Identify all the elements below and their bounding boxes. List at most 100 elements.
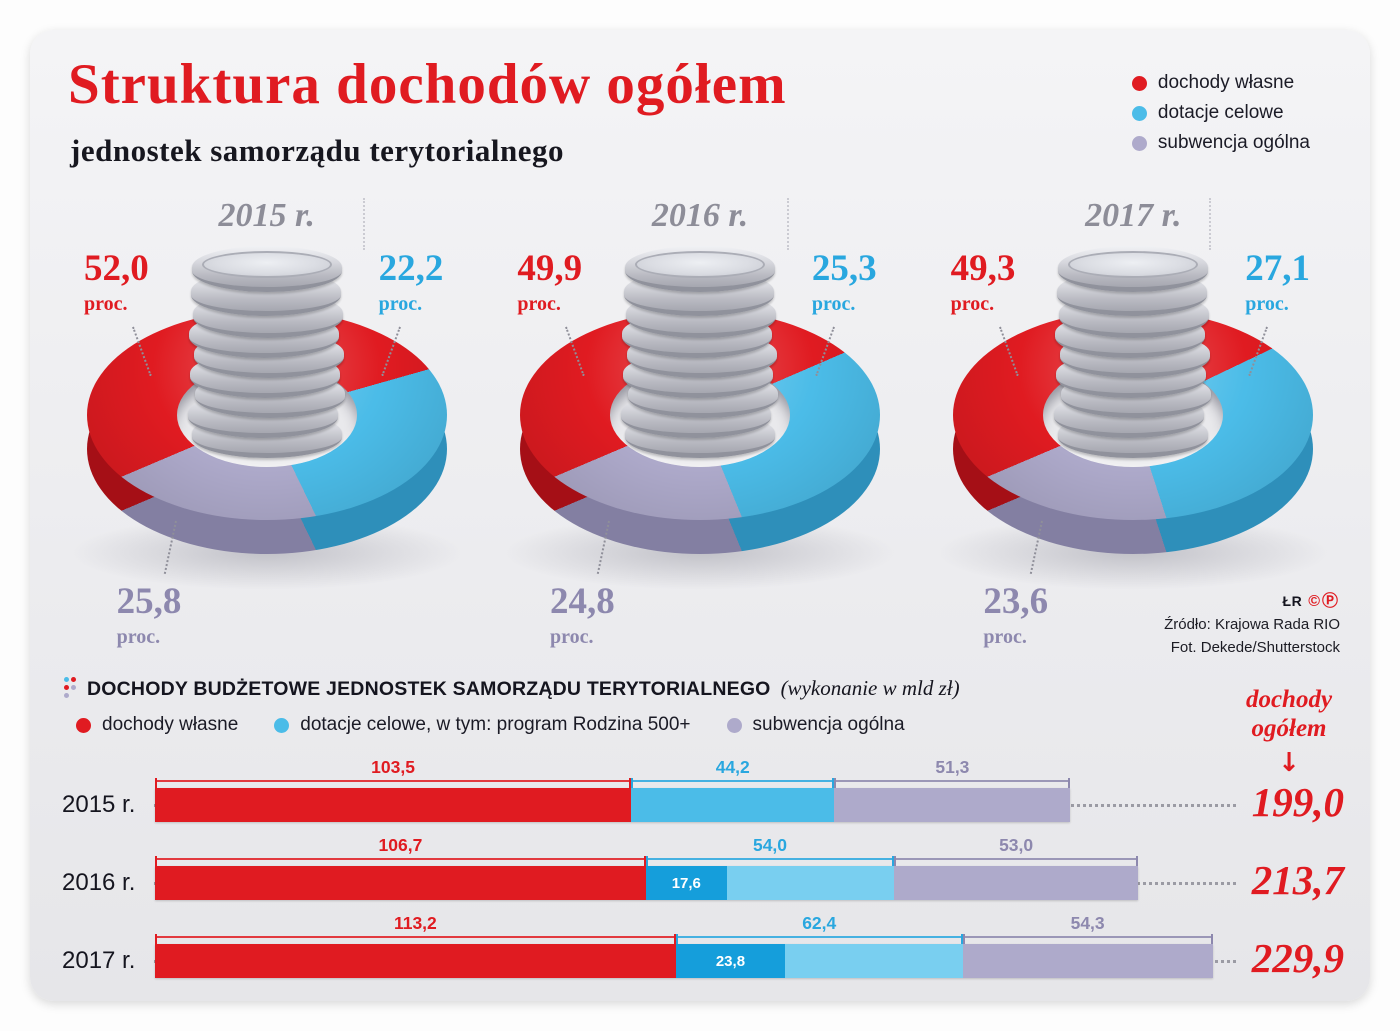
bracket-tick (892, 856, 895, 866)
bar-total-value: 199,0 (1251, 779, 1344, 825)
bracket-dochody-wlasne: 106,7 (155, 835, 646, 866)
bracket-value: 54,0 (752, 835, 788, 855)
bracket-dotacje-celowe: 62,4 (675, 913, 963, 944)
legend-item: subwencja ogólna (1131, 132, 1310, 154)
bracket-tick (155, 778, 157, 788)
donut-value-dochody-wlasne: 52,0 proc. (84, 247, 149, 316)
segment-dochody-wlasne (155, 866, 646, 900)
credits-block: ŁR ©Ⓟ Źródło: Krajowa Rada RIO Fot. Deked… (1164, 590, 1340, 659)
percent-unit: proc. (549, 626, 594, 648)
bracket-value: 62,4 (802, 913, 837, 933)
bracket-tick (155, 934, 157, 944)
donut-value-subwencja-ogolna: 24,8 proc. (550, 580, 615, 649)
donut-value-subwencja-ogolna: 25,8 proc. (117, 580, 182, 649)
dot-grid-icon (64, 677, 77, 700)
legend-dot-blue-icon (274, 717, 290, 733)
donut-chart-2015: 2015 r. 52,0 proc. 22,2 proc. 25,8 pr (50, 185, 483, 665)
bar-track: 113,2 62,4 54,3 23,8 (155, 913, 1213, 978)
segment-value: 23,8 (715, 952, 746, 970)
legend-dot-purple-icon (1131, 135, 1147, 151)
bar-track: 103,5 44,2 51,3 (155, 757, 1071, 822)
bracket-tick (673, 934, 676, 944)
donut-value-dochody-wlasne: 49,3 proc. (951, 247, 1016, 316)
percent-value: 52,0 (84, 248, 149, 289)
bracket-subwencja-ogolna: 54,3 (962, 913, 1213, 944)
total-column-header: dochody ogółem ↓ (1214, 686, 1364, 778)
dotted-separator (1209, 198, 1211, 250)
percent-value: 25,8 (116, 581, 182, 622)
segment-dochody-wlasne (155, 944, 676, 978)
bracket-value: 54,3 (1070, 913, 1105, 933)
segment-dotacje-celowe: 23,8 (675, 944, 963, 978)
percent-unit: proc. (1245, 293, 1289, 315)
bracket-tick (894, 856, 897, 866)
stacked-bar (155, 788, 1071, 822)
copyright-marks-icon: ©Ⓟ (1308, 593, 1340, 610)
bracket-subwencja-ogolna: 51,3 (834, 757, 1071, 788)
legend-label: dochody własne (1157, 72, 1295, 93)
donut-charts-row: 2015 r. 52,0 proc. 22,2 proc. 25,8 pr (50, 185, 1350, 665)
bracket-tick (1068, 778, 1071, 788)
percent-value: 24,8 (549, 581, 615, 622)
bracket-tick (155, 856, 157, 866)
legend-item: dochody własne (76, 714, 238, 736)
percent-unit: proc. (378, 293, 423, 315)
total-header-line: ogółem (1251, 714, 1327, 742)
donut-value-dotacje-celowe: 25,3 proc. (812, 247, 877, 316)
legend-label: dochody własne (102, 714, 239, 735)
coin-icon (191, 246, 342, 292)
bracket-tick (960, 934, 963, 944)
percent-unit: proc. (811, 293, 856, 315)
page-subtitle: jednostek samorządu terytorialnego (70, 133, 564, 168)
donut-graphic (935, 246, 1332, 590)
segment-subwencja-ogolna (834, 788, 1071, 822)
legend-label: dotacje celowe (1157, 102, 1284, 123)
stacked-bar: 23,8 (155, 944, 1213, 978)
bracket-value: 51,3 (935, 757, 970, 777)
bracket-subwencja-ogolna: 53,0 (894, 835, 1139, 866)
bracket-value: 103,5 (371, 757, 415, 777)
donut-graphic (501, 246, 898, 590)
bar-section-note: (wykonanie w mld zł) (780, 676, 960, 700)
bar-section-title: DOCHODY BUDŻETOWE JEDNOSTEK SAMORZĄDU TE… (87, 678, 771, 700)
bracket-tick (834, 778, 837, 788)
donut-graphic (68, 246, 465, 590)
segment-value: 17,6 (671, 874, 701, 892)
percent-value: 23,6 (983, 581, 1049, 622)
percent-unit: proc. (950, 293, 995, 315)
bracket-tick (643, 856, 646, 866)
bracket-value: 44,2 (715, 757, 750, 777)
bracket-tick (962, 934, 965, 944)
bracket-value: 113,2 (393, 913, 437, 933)
percent-unit: proc. (517, 293, 561, 315)
credit-byline: ŁR ©Ⓟ (1164, 590, 1340, 614)
segment-rodzina-500plus: 23,8 (675, 944, 786, 978)
percent-value: 27,1 (1245, 248, 1310, 289)
coin-stack (87, 246, 447, 580)
bar-total-value: 213,7 (1251, 857, 1344, 903)
page-title: Struktura dochodów ogółem (68, 53, 787, 116)
segment-subwencja-ogolna (894, 866, 1138, 900)
bar-total-value: 229,9 (1251, 935, 1344, 981)
donut-year-label: 2017 r. (1085, 197, 1182, 234)
donut-chart-2016: 2016 r. 49,9 proc. 25,3 proc. 24,8 pr (483, 185, 916, 665)
legend-item: dotacje celowe, w tym: program Rodzina 5… (274, 714, 691, 736)
donut-value-dotacje-celowe: 27,1 proc. (1245, 247, 1310, 316)
legend-top: dochody własne dotacje celowe subwencja … (1131, 72, 1310, 154)
bar-year-label: 2015 r. (62, 791, 136, 818)
bracket-dochody-wlasne: 103,5 (155, 757, 632, 788)
credit-initials: ŁR (1282, 593, 1303, 609)
legend-dot-blue-icon (1131, 105, 1147, 121)
bracket-dochody-wlasne: 113,2 (155, 913, 676, 944)
legend-label: subwencja ogólna (1157, 132, 1310, 153)
segment-dochody-wlasne (155, 788, 632, 822)
bar-row-2016: 2016 r. 106,7 54,0 53,0 (62, 835, 1344, 916)
coin-stack (953, 246, 1313, 580)
bracket-tick (631, 778, 634, 788)
legend-dot-red-icon (1131, 75, 1147, 91)
donut-year-label: 2015 r. (218, 197, 315, 234)
legend-item: subwencja ogólna (726, 714, 905, 736)
bar-section-header: DOCHODY BUDŻETOWE JEDNOSTEK SAMORZĄDU TE… (64, 676, 960, 701)
legend-label: subwencja ogólna (752, 714, 905, 735)
segment-dotacje-celowe (631, 788, 835, 822)
